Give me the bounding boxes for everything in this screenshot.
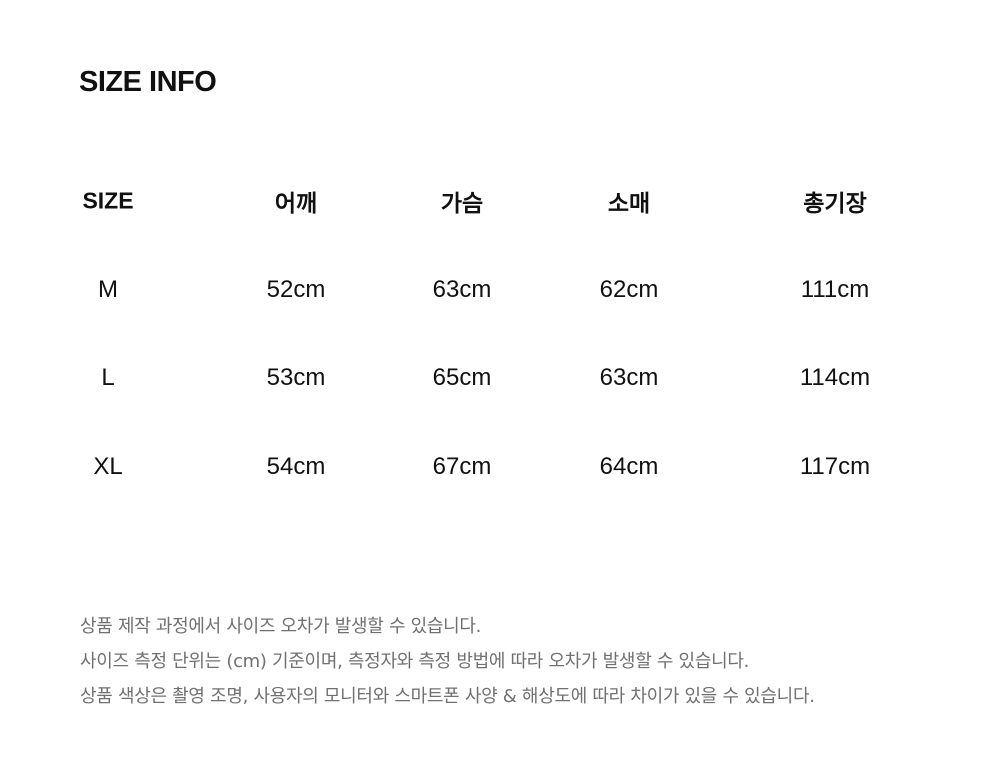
note-line: 상품 제작 과정에서 사이즈 오차가 발생할 수 있습니다. <box>80 616 482 637</box>
table-header: 어깨 <box>274 190 318 216</box>
table-header: 가슴 <box>440 190 484 216</box>
table-cell: 111cm <box>800 276 870 303</box>
table-header: 총기장 <box>803 190 867 216</box>
table-cell: 64cm <box>599 453 659 480</box>
table-cell: 53cm <box>266 364 326 391</box>
table-cell: 52cm <box>266 276 326 303</box>
table-cell: 67cm <box>432 453 492 480</box>
table-cell: 117cm <box>799 453 871 480</box>
table-header: 소매 <box>607 190 651 216</box>
note-line: 상품 색상은 촬영 조명, 사용자의 모니터와 스마트폰 사양 & 해상도에 따… <box>80 686 815 707</box>
table-cell: 62cm <box>599 276 659 303</box>
size-label: XL <box>93 453 123 480</box>
table-cell: 63cm <box>432 276 492 303</box>
table-cell: 54cm <box>266 453 326 480</box>
page-title: SIZE INFO <box>79 66 217 98</box>
table-cell: 63cm <box>599 364 659 391</box>
table-cell: 65cm <box>432 364 492 391</box>
table-cell: 114cm <box>799 364 871 391</box>
note-line: 사이즈 측정 단위는 (cm) 기준이며, 측정자와 측정 방법에 따라 오차가… <box>80 651 750 672</box>
table-header: SIZE <box>82 187 134 214</box>
size-label: M <box>98 276 118 303</box>
size-label: L <box>101 364 115 391</box>
